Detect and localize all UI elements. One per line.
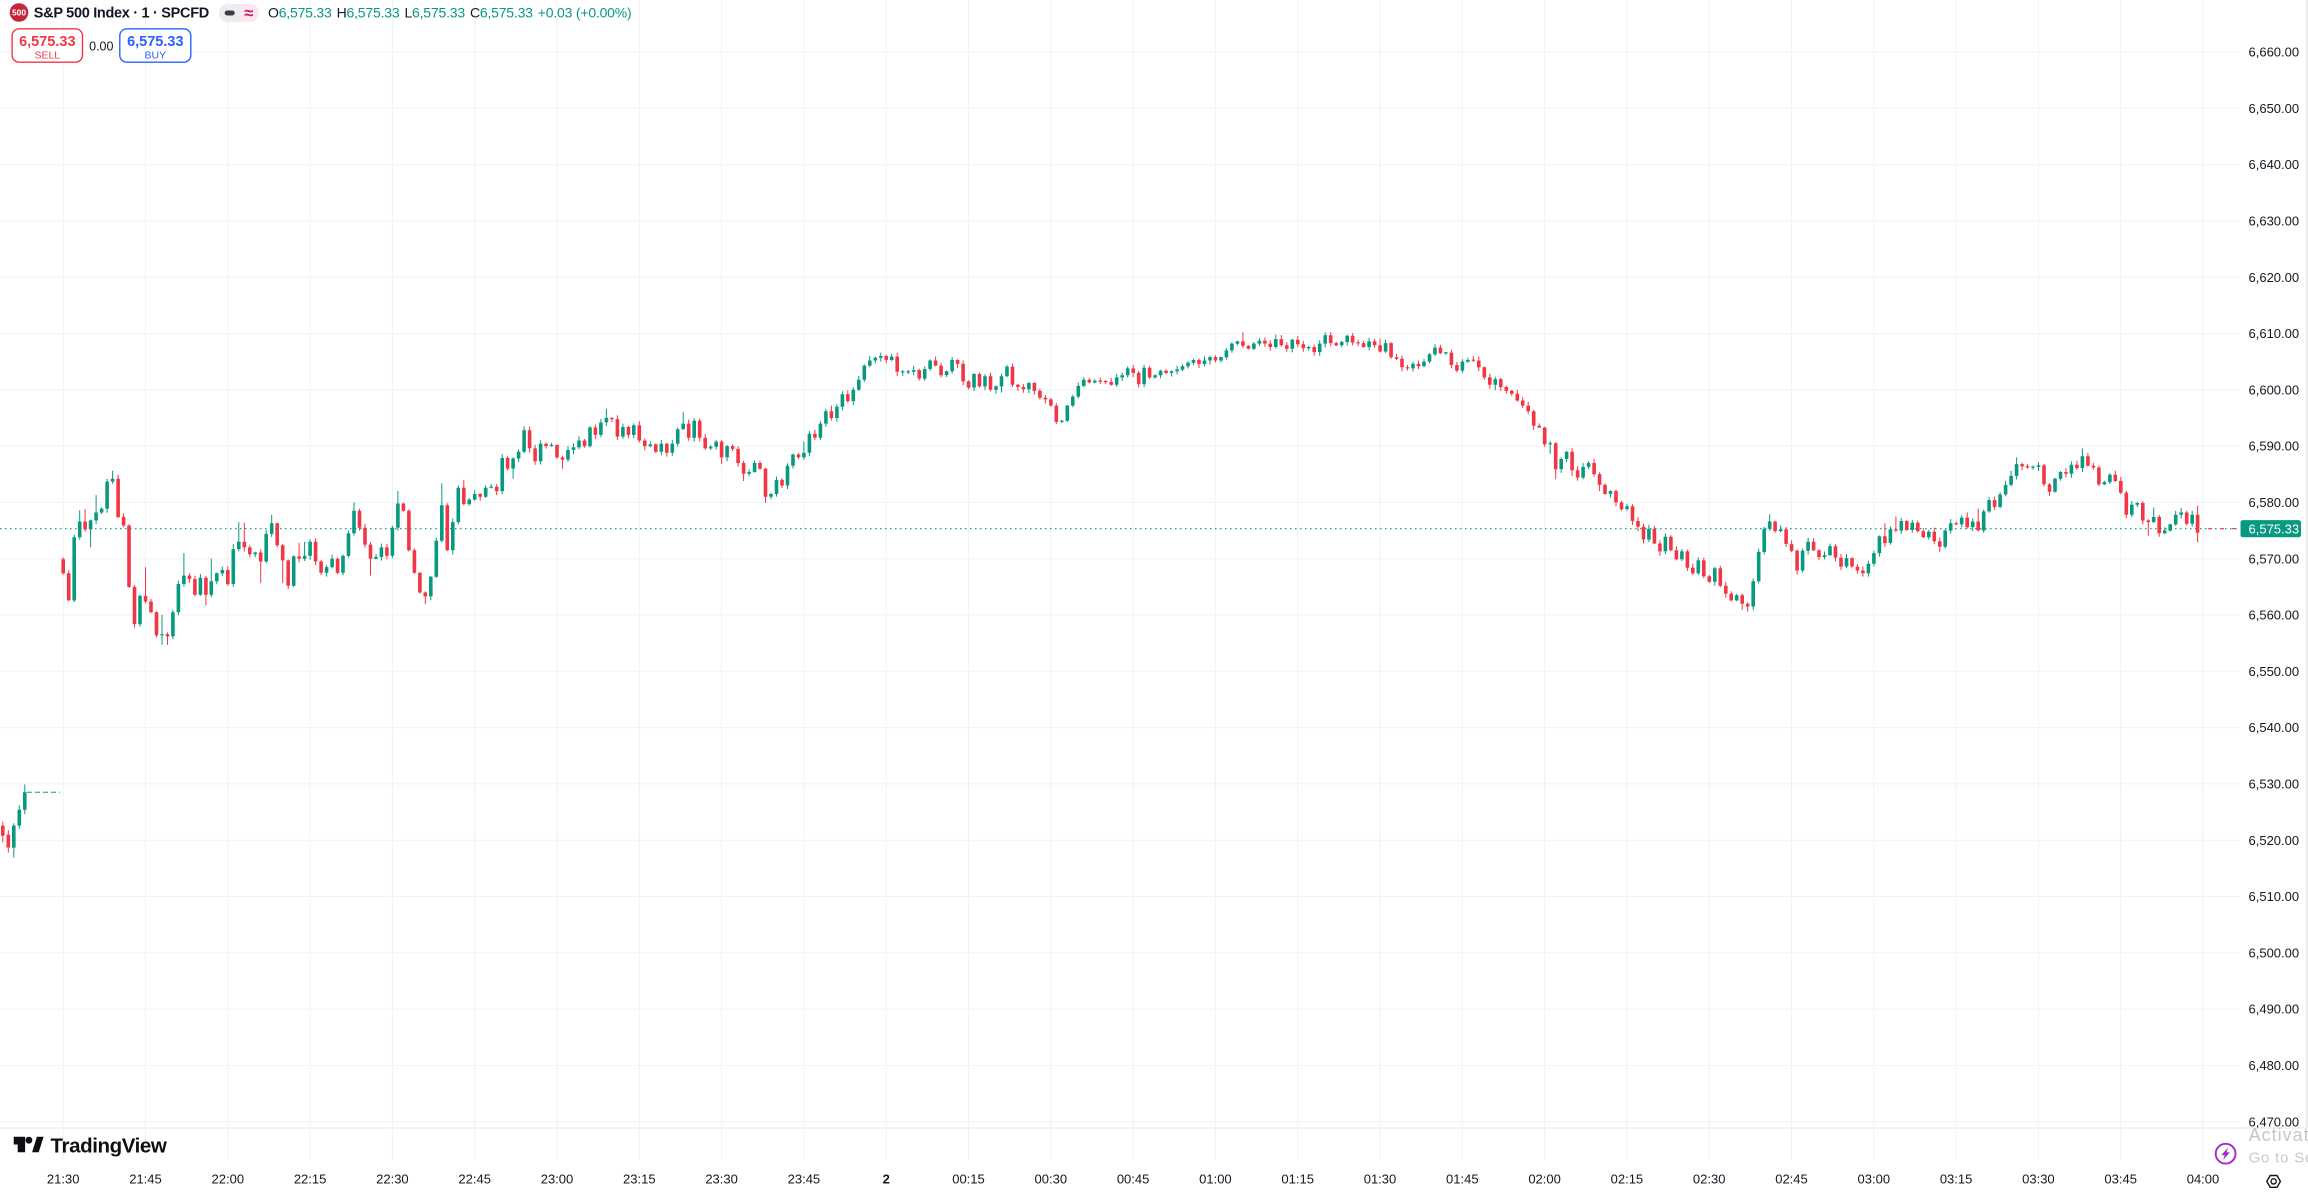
svg-text:6,630.00: 6,630.00 <box>2249 214 2300 229</box>
svg-text:02:45: 02:45 <box>1775 1172 1808 1187</box>
svg-text:Go to Settings to activate Win: Go to Settings to activate Windows. <box>2249 1149 2308 1166</box>
svg-text:03:45: 03:45 <box>2104 1172 2137 1187</box>
svg-text:6,570.00: 6,570.00 <box>2249 551 2300 566</box>
svg-text:23:15: 23:15 <box>623 1172 656 1187</box>
svg-text:23:45: 23:45 <box>788 1172 821 1187</box>
svg-text:02:30: 02:30 <box>1693 1172 1726 1187</box>
svg-text:6,660.00: 6,660.00 <box>2249 45 2300 60</box>
svg-text:6,575.33: 6,575.33 <box>127 34 183 50</box>
svg-text:6,600.00: 6,600.00 <box>2249 382 2300 397</box>
svg-text:6,590.00: 6,590.00 <box>2249 439 2300 454</box>
svg-text:01:15: 01:15 <box>1281 1172 1314 1187</box>
svg-text:6,575.33: 6,575.33 <box>19 34 75 50</box>
svg-text:6,575.33: 6,575.33 <box>2249 521 2300 536</box>
svg-text:21:30: 21:30 <box>47 1172 80 1187</box>
svg-text:01:00: 01:00 <box>1199 1172 1232 1187</box>
svg-text:22:15: 22:15 <box>294 1172 327 1187</box>
svg-text:22:30: 22:30 <box>376 1172 409 1187</box>
svg-text:S&P 500 Index · 1 · SPCFD: S&P 500 Index · 1 · SPCFD <box>34 6 209 22</box>
svg-text:500: 500 <box>12 7 26 17</box>
svg-text:02:15: 02:15 <box>1611 1172 1644 1187</box>
svg-text:0.00: 0.00 <box>89 39 113 53</box>
svg-text:6,620.00: 6,620.00 <box>2249 270 2300 285</box>
svg-text:BUY: BUY <box>145 50 167 62</box>
svg-text:6,510.00: 6,510.00 <box>2249 889 2300 904</box>
svg-text:6,580.00: 6,580.00 <box>2249 495 2300 510</box>
svg-text:6,470.00: 6,470.00 <box>2249 1114 2300 1129</box>
svg-text:6,540.00: 6,540.00 <box>2249 720 2300 735</box>
svg-text:6,650.00: 6,650.00 <box>2249 101 2300 116</box>
svg-text:≈: ≈ <box>244 4 253 22</box>
svg-text:01:30: 01:30 <box>1364 1172 1397 1187</box>
svg-text:SELL: SELL <box>34 50 60 62</box>
svg-text:21:45: 21:45 <box>129 1172 162 1187</box>
svg-text:22:45: 22:45 <box>458 1172 491 1187</box>
svg-text:6,490.00: 6,490.00 <box>2249 1002 2300 1017</box>
svg-text:6,550.00: 6,550.00 <box>2249 664 2300 679</box>
svg-text:6,560.00: 6,560.00 <box>2249 608 2300 623</box>
svg-text:Activate Windows: Activate Windows <box>2249 1125 2308 1145</box>
svg-text:23:00: 23:00 <box>541 1172 574 1187</box>
svg-text:03:15: 03:15 <box>1940 1172 1973 1187</box>
svg-text:6,610.00: 6,610.00 <box>2249 326 2300 341</box>
svg-text:2: 2 <box>883 1172 890 1187</box>
svg-text:03:30: 03:30 <box>2022 1172 2055 1187</box>
svg-text:03:00: 03:00 <box>1858 1172 1891 1187</box>
svg-text:6,480.00: 6,480.00 <box>2249 1058 2300 1073</box>
svg-text:00:45: 00:45 <box>1117 1172 1150 1187</box>
svg-text:00:30: 00:30 <box>1035 1172 1068 1187</box>
svg-text:00:15: 00:15 <box>952 1172 985 1187</box>
svg-text:6,500.00: 6,500.00 <box>2249 945 2300 960</box>
svg-text:23:30: 23:30 <box>705 1172 738 1187</box>
svg-text:6,520.00: 6,520.00 <box>2249 833 2300 848</box>
svg-text:02:00: 02:00 <box>1528 1172 1561 1187</box>
svg-text:6,640.00: 6,640.00 <box>2249 157 2300 172</box>
svg-text:04:00: 04:00 <box>2187 1172 2220 1187</box>
svg-text:01:45: 01:45 <box>1446 1172 1479 1187</box>
svg-text:TradingView: TradingView <box>51 1134 167 1157</box>
svg-text:6,530.00: 6,530.00 <box>2249 777 2300 792</box>
svg-text:22:00: 22:00 <box>212 1172 245 1187</box>
